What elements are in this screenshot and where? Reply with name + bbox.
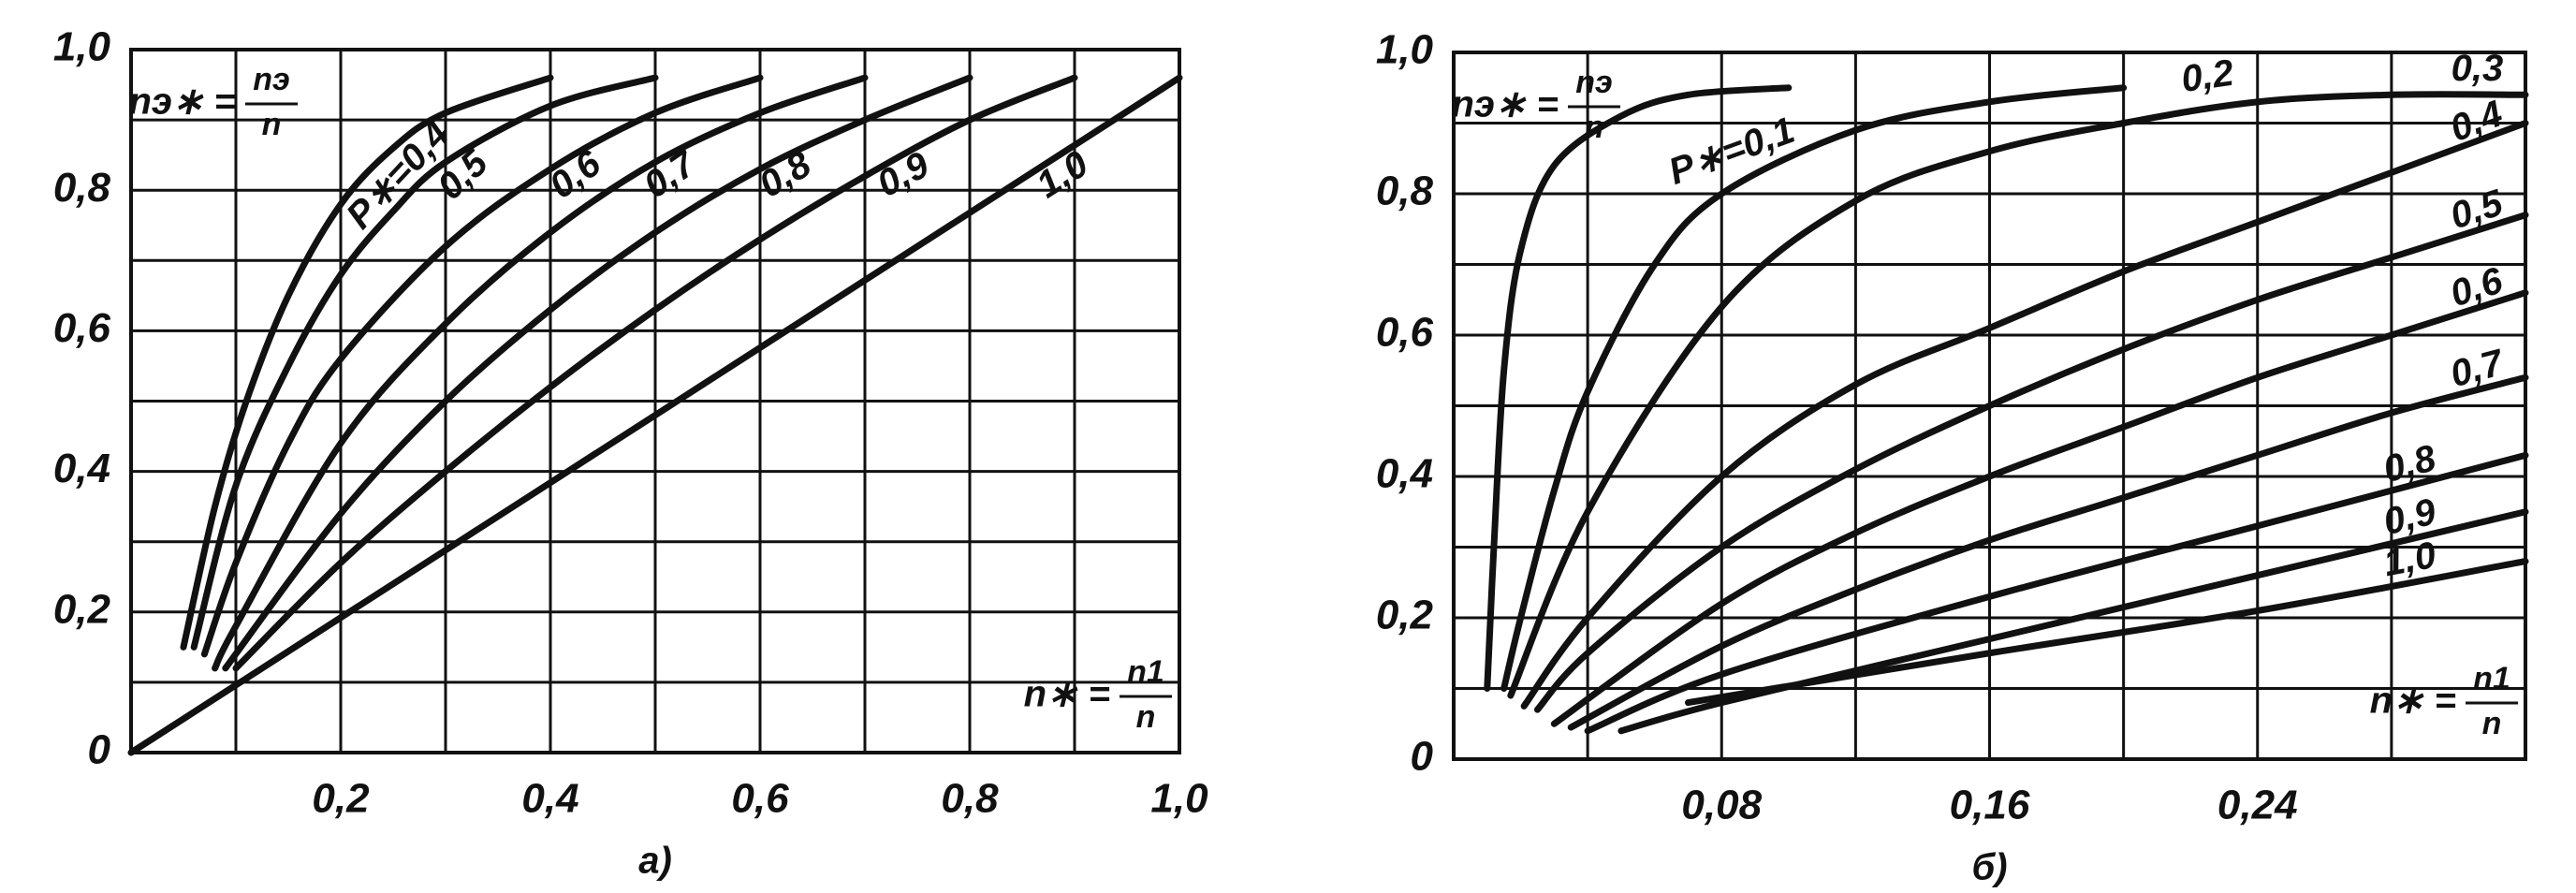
x-tick-label: 0,4	[521, 776, 578, 822]
y-axis-label: nэ	[253, 62, 290, 97]
curve	[212, 74, 869, 672]
curve-label: 0,7	[637, 142, 704, 206]
curve	[232, 74, 1078, 672]
y-axis-label: nэ∗ =	[1452, 84, 1559, 125]
curve	[222, 74, 973, 672]
x-axis-label: n	[1136, 699, 1156, 735]
curve	[190, 74, 659, 651]
curve-label: 0,3	[2452, 48, 2504, 89]
curve-label: 0,8	[753, 143, 819, 206]
y-axis-label: nэ∗ =	[129, 81, 237, 123]
y-tick-label: 1,0	[53, 24, 111, 70]
curve	[180, 74, 554, 651]
curve	[1584, 451, 2529, 735]
curve-label: 1,0	[2380, 534, 2439, 584]
curve	[1484, 84, 1793, 692]
x-tick-label: 0,6	[731, 776, 789, 822]
curve	[1500, 84, 2128, 692]
curve	[1617, 508, 2529, 735]
curve-label: 0,6	[2446, 259, 2509, 315]
curve-label: 0,4	[2445, 93, 2508, 150]
y-tick-label: 1,0	[1376, 27, 1434, 73]
panel-caption: а)	[638, 841, 672, 882]
y-tick-label: 0,8	[53, 165, 111, 211]
x-tick-label: 0,16	[1950, 783, 2030, 828]
x-axis-label: n∗ =	[1024, 674, 1110, 715]
curve	[1520, 120, 2529, 710]
x-tick-label: 0,8	[941, 776, 999, 822]
curve	[1567, 373, 2529, 731]
y-tick-label: 0,4	[53, 446, 110, 491]
y-tick-label: 0,8	[1376, 168, 1434, 214]
curve	[127, 74, 1183, 756]
curve-label: 0,2	[2179, 52, 2236, 100]
x-axis-label: n1	[2473, 661, 2510, 696]
x-axis-label: n1	[1127, 654, 1164, 690]
curve-label: 0,9	[871, 144, 936, 205]
x-tick-label: 0,08	[1681, 783, 1762, 828]
curve	[1507, 91, 2529, 699]
curve	[200, 74, 764, 658]
y-tick-label: 0,6	[53, 305, 111, 351]
curve	[1533, 212, 2529, 713]
y-tick-label: 0	[88, 727, 111, 773]
y-axis-label: nэ	[1575, 65, 1613, 100]
x-axis-label: n	[2482, 706, 2502, 741]
y-tick-label: 0	[1411, 734, 1434, 780]
y-axis-label: n	[262, 107, 282, 142]
x-tick-label: 0,24	[2217, 783, 2298, 828]
curve	[1550, 289, 2529, 727]
curve-label: 1,0	[1030, 143, 1096, 206]
x-tick-label: 0,2	[312, 776, 370, 822]
x-tick-label: 1,0	[1150, 776, 1208, 822]
curve	[1684, 558, 2529, 707]
y-tick-label: 0,2	[53, 586, 111, 632]
panel-caption: б)	[1971, 847, 2007, 888]
y-tick-label: 0,4	[1376, 451, 1433, 497]
y-tick-label: 0,6	[1376, 310, 1434, 356]
x-axis-label: n∗ =	[2370, 681, 2456, 722]
y-tick-label: 0,2	[1376, 593, 1434, 638]
curve-label: 0,5	[2446, 182, 2509, 237]
